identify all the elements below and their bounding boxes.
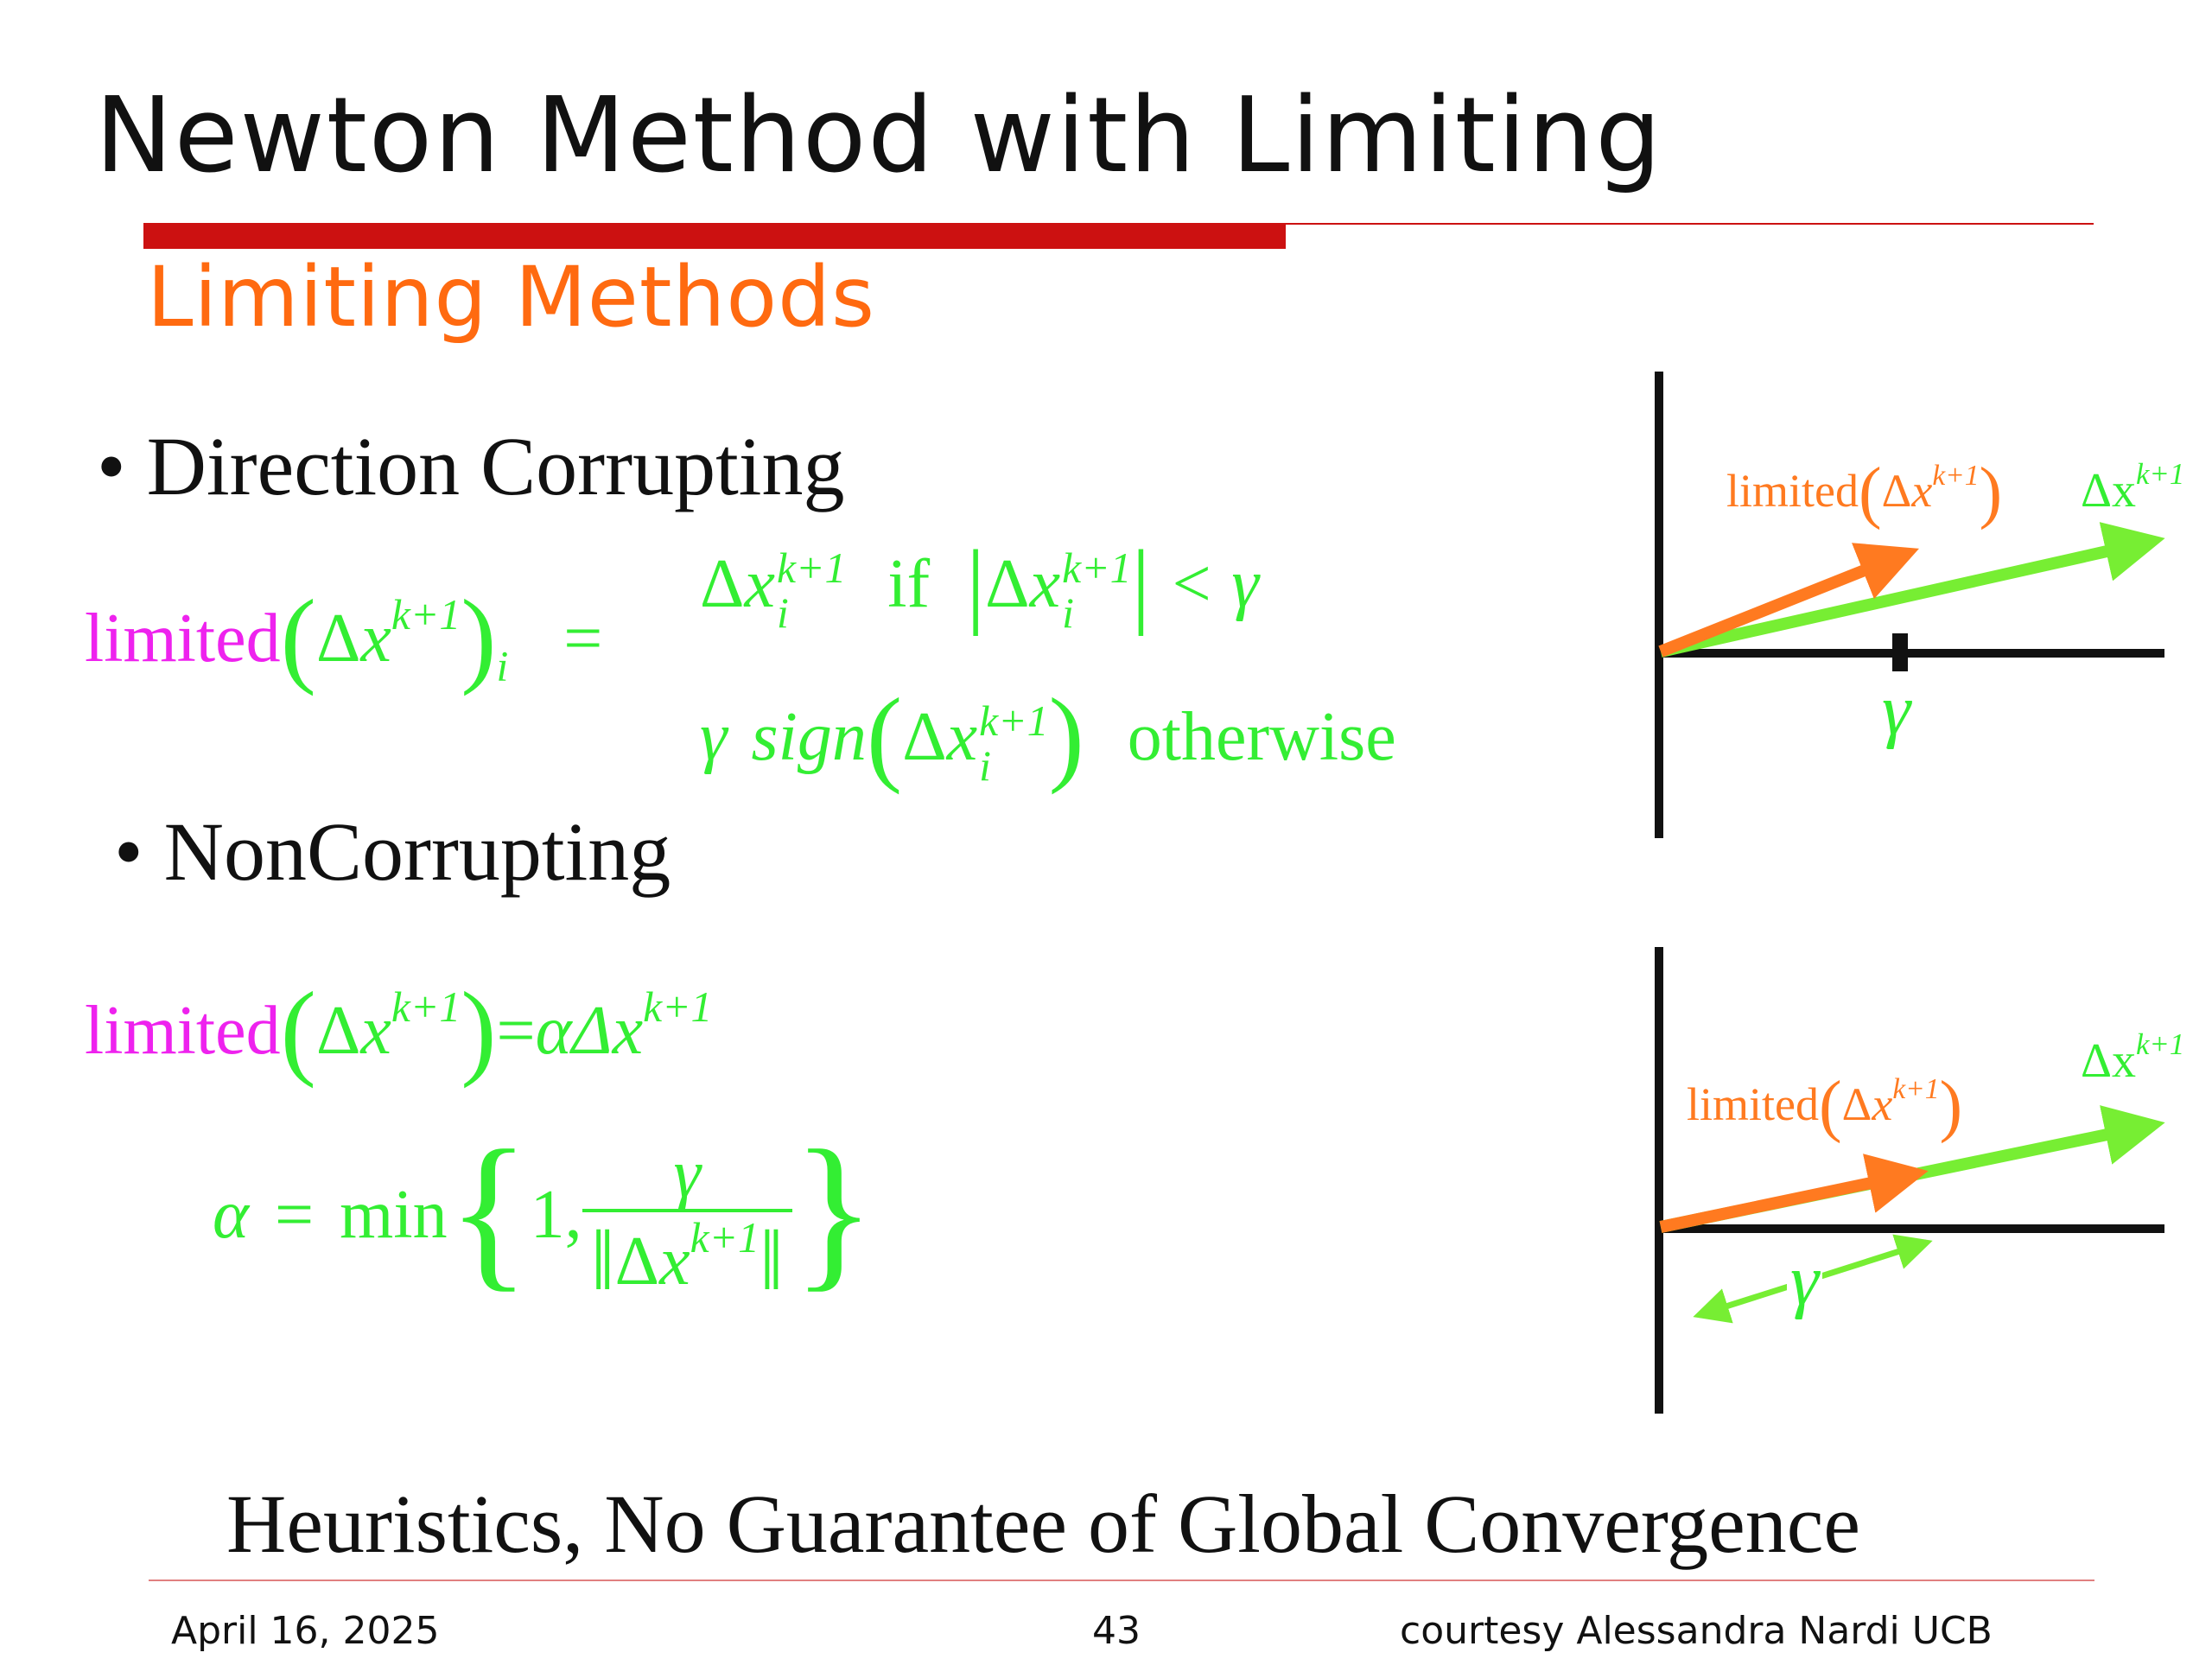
d2-orange-arrow bbox=[1659, 1154, 1929, 1233]
case1-abs-sub: i bbox=[1062, 588, 1074, 637]
eq1-delta: Δ bbox=[315, 601, 361, 677]
footer-page-number: 43 bbox=[1092, 1609, 1141, 1653]
eq3-frac-x: x bbox=[659, 1223, 690, 1300]
case1-x: x bbox=[744, 546, 775, 622]
case2-gamma: γ bbox=[700, 699, 728, 775]
case2-otherwise: otherwise bbox=[1127, 699, 1396, 775]
eq3-fraction: γ ‖Δxk+1‖ bbox=[582, 1140, 792, 1304]
d2-orange-sup: k+1 bbox=[1892, 1072, 1940, 1105]
eq1-equals: = bbox=[563, 601, 603, 677]
eq3-frac-delta: Δ bbox=[614, 1223, 660, 1300]
eq3-alpha: α bbox=[213, 1177, 249, 1253]
equation-direction-corrupting-lhs: limited(Δxk+1)i = bbox=[85, 578, 603, 696]
d1-orange-sup: k+1 bbox=[1932, 459, 1980, 492]
d1-gamma-tick bbox=[1892, 633, 1908, 671]
case1-abs-delta: Δ bbox=[985, 546, 1030, 622]
d2-green-label: Δxk+1 bbox=[2081, 1029, 2184, 1088]
case2-delta: Δ bbox=[902, 699, 947, 775]
conclusion-text: Heuristics, No Guarantee of Global Conve… bbox=[226, 1478, 1860, 1570]
eq1-x: x bbox=[360, 601, 391, 677]
case1-sub: i bbox=[776, 588, 789, 637]
eq3-one: 1, bbox=[530, 1177, 582, 1253]
case2-sub: i bbox=[979, 741, 991, 790]
bullet-direction-corrupting: • Direction Corrupting bbox=[97, 420, 845, 512]
eq3-equals: = bbox=[275, 1177, 315, 1253]
case1-abs-x: x bbox=[1029, 546, 1061, 622]
eq1-limited-text: limited bbox=[85, 601, 281, 677]
eq1-sub-i: i bbox=[496, 642, 509, 690]
case1-less-gamma: < γ bbox=[1167, 546, 1259, 622]
equation-alpha: α = min{1, γ ‖Δxk+1‖} bbox=[213, 1116, 875, 1308]
bullet-noncorrupting: • NonCorrupting bbox=[114, 805, 671, 898]
case2-sup: k+1 bbox=[979, 696, 1049, 745]
eq2-sup2: k+1 bbox=[643, 982, 713, 1031]
d1-green-sup: k+1 bbox=[2136, 456, 2185, 491]
eq2-limited-text: limited bbox=[85, 993, 281, 1069]
eq2-sup: k+1 bbox=[391, 982, 461, 1031]
d2-orange-label: limited(Δxk+1) bbox=[1687, 1068, 1963, 1144]
d2-green-label-text: Δx bbox=[2081, 1034, 2137, 1088]
footer-date: April 16, 2025 bbox=[171, 1609, 440, 1653]
case1-abs-sup: k+1 bbox=[1062, 543, 1132, 592]
d2-gamma-label: γ bbox=[1787, 1244, 1823, 1317]
case1-if: if bbox=[887, 546, 931, 622]
eq2-equals: = bbox=[496, 993, 536, 1069]
eq1-sup: k+1 bbox=[391, 590, 461, 639]
title-rule-thin bbox=[1286, 223, 2094, 225]
equation-case-2: γ sign(Δx k+1 i) otherwise bbox=[700, 677, 1396, 795]
d1-orange-arrow bbox=[1658, 543, 1920, 658]
d1-gamma-label: γ bbox=[1882, 670, 1911, 750]
eq3-min: min bbox=[340, 1177, 448, 1253]
equation-noncorrupting: limited(Δxk+1)=αΔxk+1 bbox=[85, 970, 713, 1089]
eq2-delta: Δ bbox=[315, 993, 361, 1069]
d1-green-label: Δxk+1 bbox=[2081, 459, 2184, 518]
case2-sign: sign bbox=[751, 699, 867, 775]
footer-credit: courtesy Alessandra Nardi UCB bbox=[1400, 1609, 1993, 1653]
case2-x: x bbox=[946, 699, 978, 775]
diagram-direction-corrupting bbox=[1655, 372, 2165, 838]
d2-green-sup: k+1 bbox=[2136, 1027, 2185, 1061]
case1-sup: k+1 bbox=[776, 543, 847, 592]
d1-orange-label-text: limited bbox=[1726, 465, 1859, 517]
case1-delta: Δ bbox=[700, 546, 745, 622]
slide-subtitle: Limiting Methods bbox=[147, 249, 876, 346]
eq3-frac-gamma: γ bbox=[673, 1135, 702, 1212]
title-rule-thick bbox=[143, 223, 1286, 249]
slide-title: Newton Method with Limiting bbox=[95, 76, 1663, 196]
d2-orange-label-text: limited bbox=[1687, 1078, 1819, 1130]
eq2-x2: x bbox=[612, 993, 644, 1069]
eq2-x: x bbox=[360, 993, 391, 1069]
eq2-alpha-delta: αΔ bbox=[535, 993, 613, 1069]
diagram-noncorrupting bbox=[1655, 947, 2165, 1414]
d1-green-label-text: Δx bbox=[2081, 464, 2137, 518]
equation-case-1: Δx k+1 i if |Δx k+1 i | < γ bbox=[700, 531, 1259, 637]
d1-orange-label: limited(Δxk+1) bbox=[1726, 454, 2003, 531]
footer-rule bbox=[149, 1580, 2094, 1581]
eq3-frac-sup: k+1 bbox=[690, 1213, 760, 1262]
